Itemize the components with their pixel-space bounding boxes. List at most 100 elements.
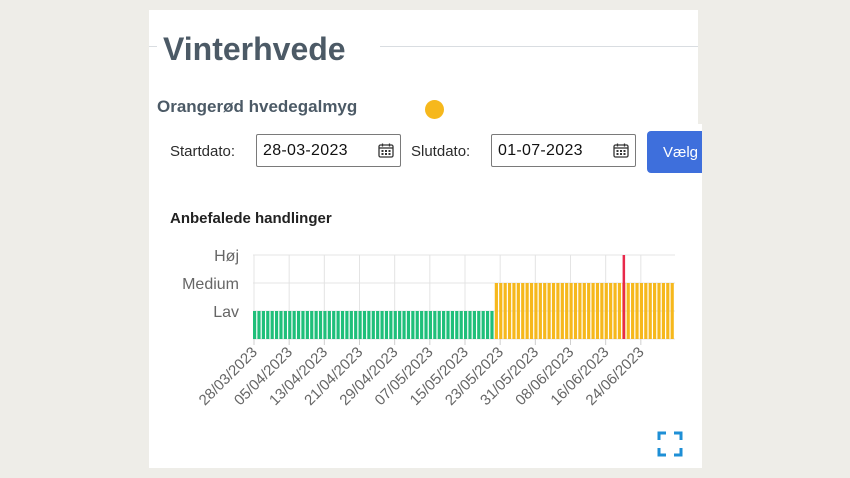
- risk-bar: [288, 311, 292, 339]
- risk-bar: [393, 311, 397, 339]
- risk-bar: [556, 283, 560, 339]
- risk-bar: [547, 283, 551, 339]
- risk-bar: [560, 283, 564, 339]
- risk-bar: [274, 311, 279, 339]
- risk-bar: [332, 311, 336, 339]
- risk-bar: [437, 311, 441, 339]
- risk-bar: [670, 283, 674, 339]
- risk-bar: [573, 283, 578, 339]
- risk-bar: [398, 311, 402, 339]
- risk-bar: [442, 311, 446, 339]
- risk-bar: [600, 283, 604, 339]
- risk-bar: [296, 311, 301, 339]
- risk-bar: [310, 311, 314, 339]
- fullscreen-expand-icon[interactable]: [657, 431, 683, 457]
- risk-bar: [648, 283, 652, 339]
- risk-bar: [657, 283, 661, 339]
- risk-bar: [595, 283, 600, 339]
- risk-bar: [402, 311, 406, 339]
- risk-bar: [468, 311, 472, 339]
- risk-bar: [358, 311, 362, 339]
- risk-bar: [481, 311, 485, 339]
- page-title: Vinterhvede: [163, 31, 346, 67]
- risk-bar: [639, 283, 644, 339]
- risk-bar: [345, 311, 349, 339]
- risk-bar: [270, 311, 274, 339]
- risk-bar: [666, 283, 670, 339]
- submit-button[interactable]: Vælg: [647, 131, 702, 173]
- risk-bar: [477, 311, 481, 339]
- risk-chart: LavMediumHøj28/03/202305/04/202313/04/20…: [182, 248, 675, 409]
- risk-bar: [314, 311, 318, 339]
- y-tick-label: Medium: [182, 276, 239, 293]
- risk-bar: [406, 311, 411, 339]
- risk-bar: [323, 311, 327, 339]
- risk-bar: [490, 311, 494, 339]
- start-date-input[interactable]: 28-03-2023: [256, 134, 401, 167]
- risk-bar: [525, 283, 529, 339]
- risk-bar: [516, 283, 520, 339]
- risk-bar: [613, 283, 617, 339]
- risk-bar: [428, 311, 433, 339]
- risk-bar: [551, 283, 556, 339]
- risk-bar: [455, 311, 459, 339]
- risk-bar: [485, 311, 490, 339]
- title-divider-left: [149, 46, 157, 47]
- risk-bar: [292, 311, 296, 339]
- risk-bar: [653, 283, 657, 339]
- y-tick-label: Lav: [213, 304, 239, 321]
- risk-bar: [433, 311, 437, 339]
- risk-bar: [380, 311, 384, 339]
- risk-bar: [415, 311, 419, 339]
- risk-bar: [661, 283, 666, 339]
- risk-bar: [617, 283, 622, 339]
- risk-bar: [604, 283, 608, 339]
- risk-bar: [301, 311, 305, 339]
- risk-bar: [384, 311, 389, 339]
- risk-bar: [635, 283, 639, 339]
- risk-bar: [318, 311, 323, 339]
- calendar-icon[interactable]: [378, 143, 394, 158]
- risk-bar: [534, 283, 538, 339]
- risk-bar: [543, 283, 547, 339]
- end-date-value: 01-07-2023: [498, 142, 583, 159]
- risk-bar: [626, 283, 630, 339]
- end-date-label: Slutdato:: [411, 143, 471, 160]
- risk-bar: [253, 311, 257, 339]
- risk-bar: [507, 283, 512, 339]
- end-date-input[interactable]: 01-07-2023: [491, 134, 636, 167]
- risk-bar: [354, 311, 358, 339]
- risk-bar: [499, 283, 503, 339]
- risk-bar: [283, 311, 287, 339]
- risk-bar: [327, 311, 331, 339]
- risk-bar: [587, 283, 591, 339]
- risk-bar: [376, 311, 380, 339]
- y-tick-label: Høj: [214, 248, 239, 265]
- calendar-icon[interactable]: [613, 143, 629, 158]
- risk-bar: [424, 311, 428, 339]
- risk-bar: [529, 283, 534, 339]
- risk-bar: [340, 311, 345, 339]
- risk-bar: [411, 311, 415, 339]
- risk-bar: [569, 283, 573, 339]
- risk-bar: [503, 283, 507, 339]
- risk-bar: [371, 311, 375, 339]
- risk-bar: [591, 283, 595, 339]
- risk-bar: [631, 283, 635, 339]
- risk-bar: [367, 311, 371, 339]
- risk-bar: [472, 311, 476, 339]
- risk-bar: [257, 311, 261, 339]
- risk-status-indicator: [425, 100, 444, 119]
- risk-bar: [565, 283, 569, 339]
- risk-bar: [266, 311, 270, 339]
- risk-bar: [578, 283, 582, 339]
- header-panel: [149, 10, 698, 124]
- start-date-value: 28-03-2023: [263, 142, 348, 159]
- risk-bar: [389, 311, 393, 339]
- risk-bar: [644, 283, 648, 339]
- title-divider: [380, 46, 698, 47]
- risk-bar: [464, 311, 468, 339]
- risk-bar: [450, 311, 455, 339]
- risk-bar: [420, 311, 424, 339]
- risk-bar: [521, 283, 525, 339]
